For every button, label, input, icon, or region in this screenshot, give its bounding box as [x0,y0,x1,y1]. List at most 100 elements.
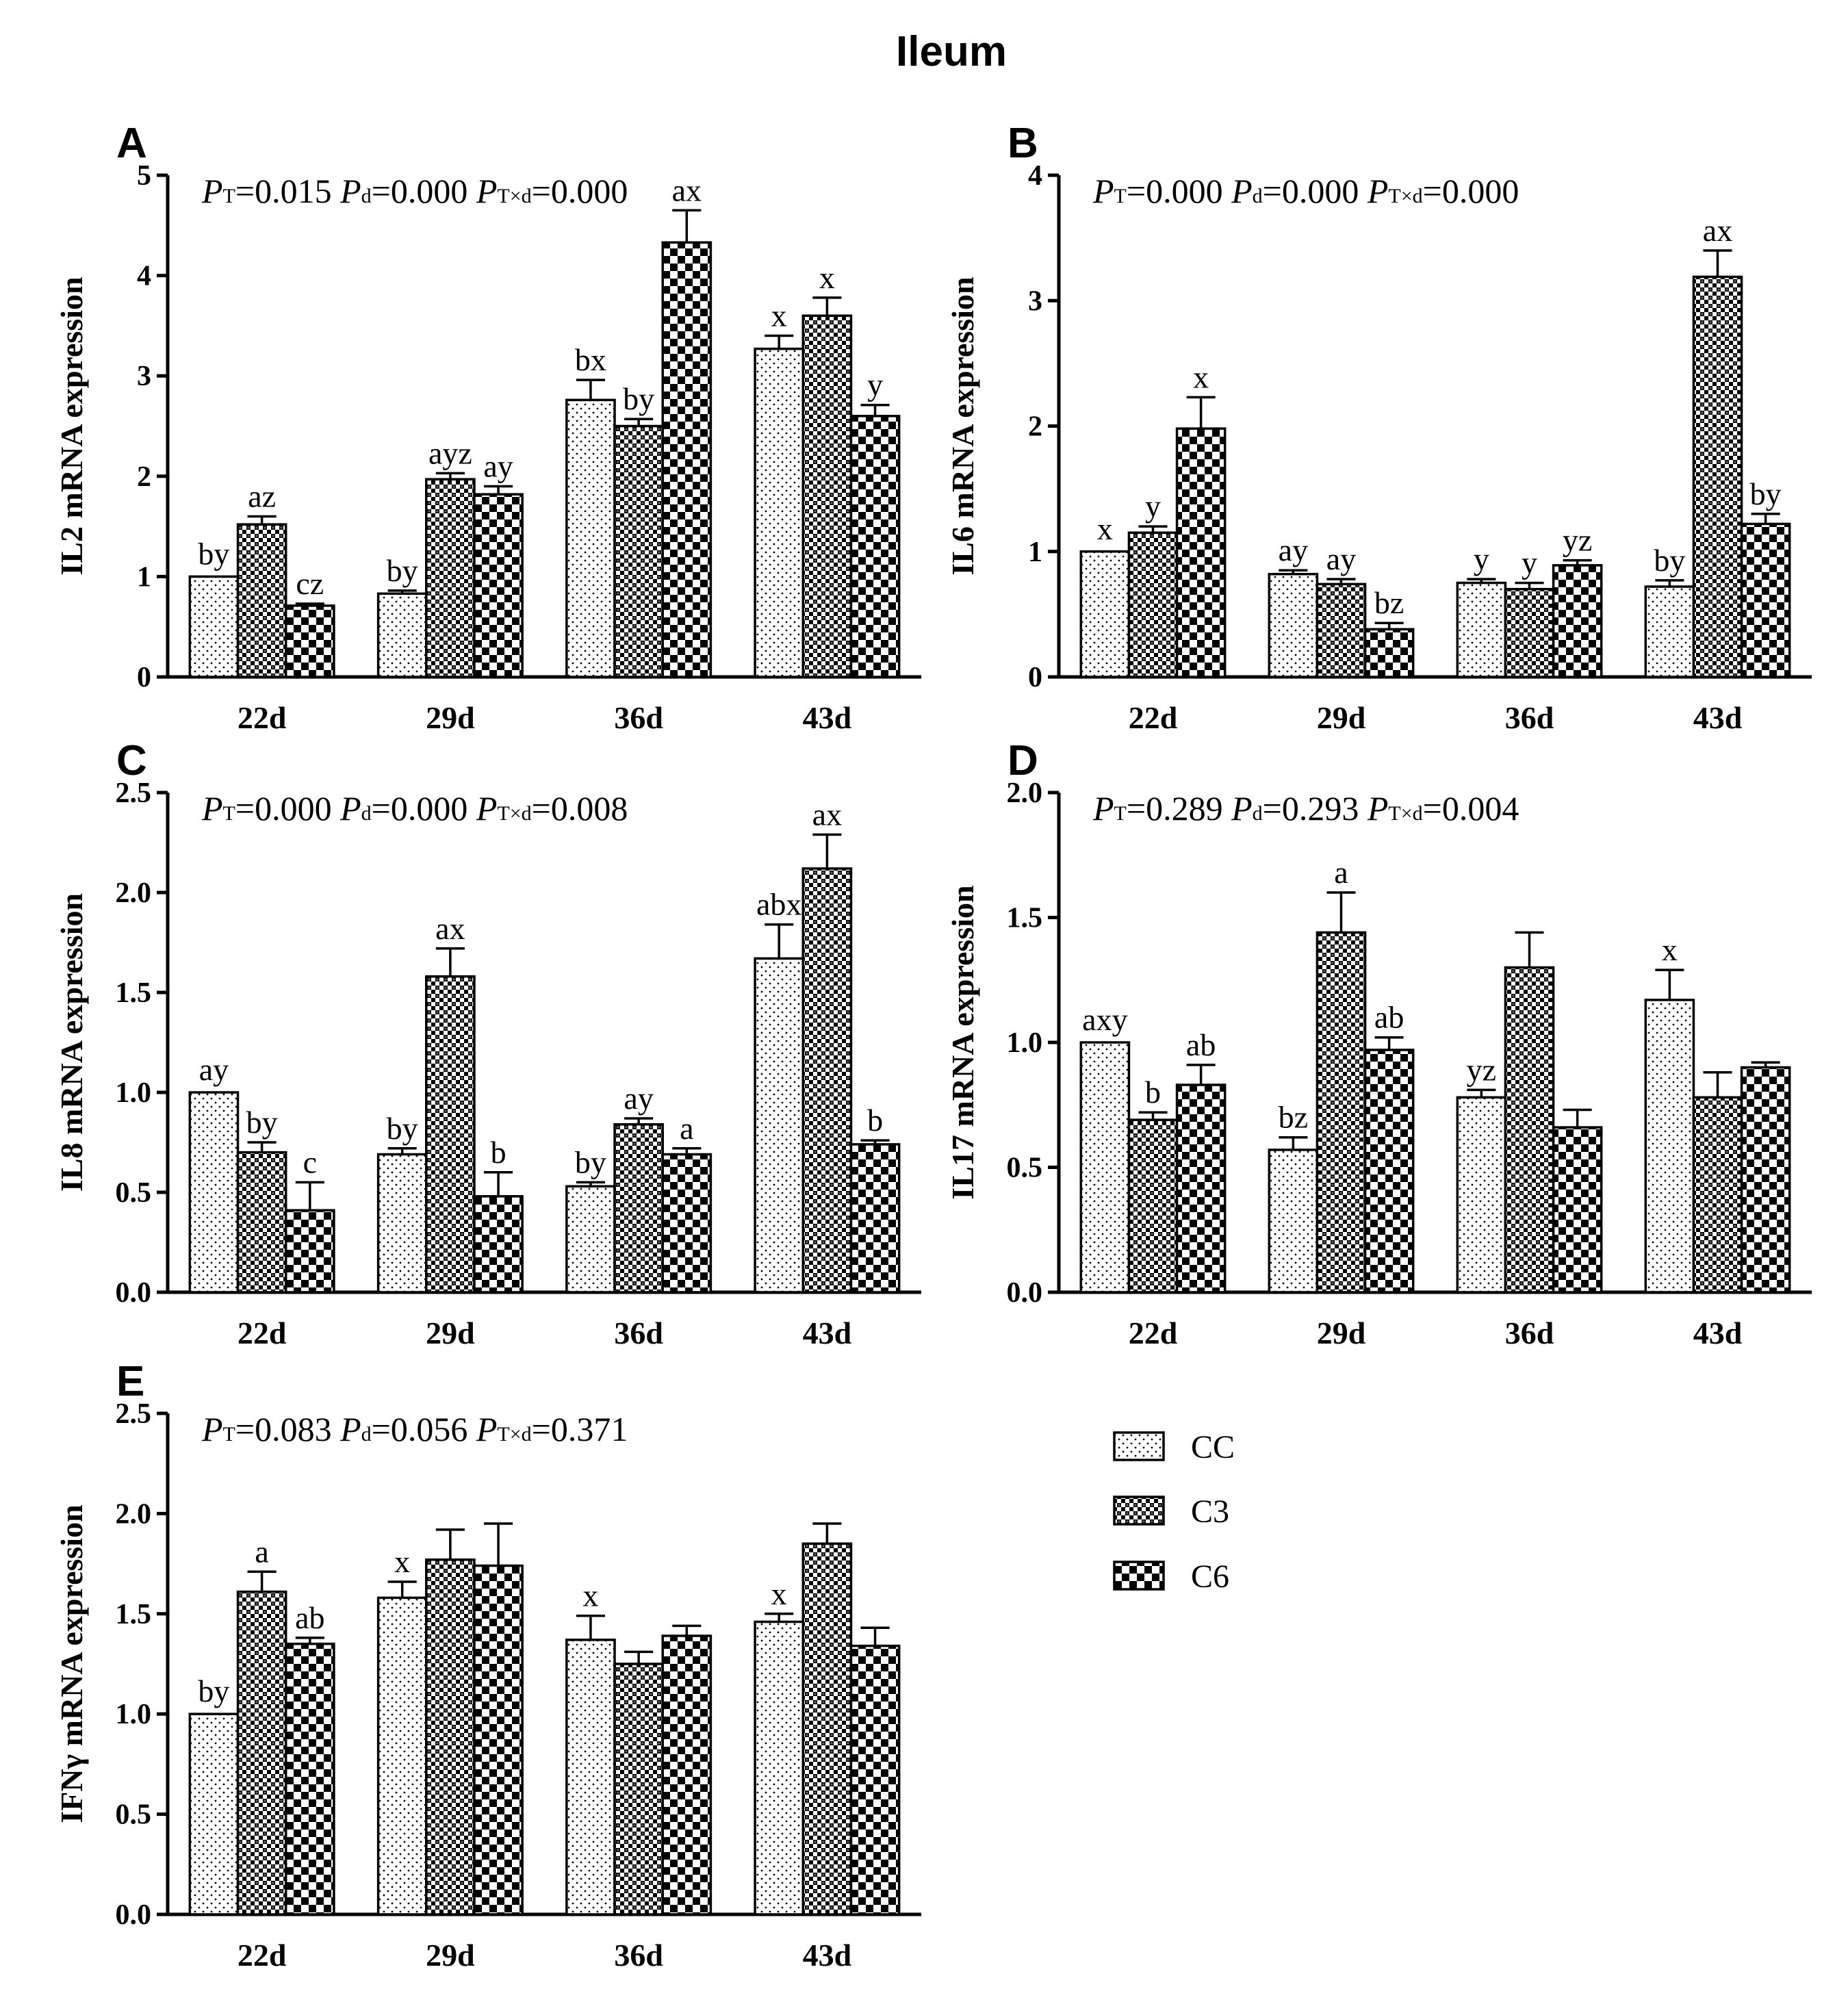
bar-a-c3-29d [425,478,476,678]
data-label-c: by [575,1144,606,1179]
bar-e-c3-22d [236,1590,287,1916]
panel-d: D PT=0.289 Pd=0.293 PT×d=0.004 0.0 0.5 1.0 1.… [945,737,1812,1350]
stats-line-e: PT=0.083 Pd=0.056 PT×d=0.371 [201,1410,628,1448]
data-label-a: bx [575,342,606,377]
data-label-b: x [1097,511,1113,546]
bar-b-c3-36d [1504,587,1555,678]
data-label-d: yz [1467,1052,1496,1087]
panel-label-b: B [1008,120,1038,167]
x-tick-label-b: 29d [1317,700,1366,735]
y-tick-label-d: 2.0 [1007,778,1043,809]
bar-d-c3-22d [1127,1118,1179,1294]
y-tick-label-d: 1.0 [1007,1027,1043,1059]
panel-label-a: A [116,120,147,167]
data-label-b: yz [1563,523,1592,558]
bar-c-c3-36d [613,1122,664,1294]
panel-b: B PT=0.000 Pd=0.000 PT×d=0.000 0 1 2 3 4 IL6 mR… [945,120,1812,735]
y-tick-label-a: 4 [137,261,151,292]
data-label-c: abx [756,887,801,922]
data-label-c: b [491,1135,506,1170]
bar-a-c6-43d [849,415,901,678]
x-tick-label-a: 29d [426,700,475,735]
data-label-a: by [198,536,229,571]
bar-e-c3-29d [425,1558,476,1916]
y-axis-label-b: IL6 mRNA expression [945,277,980,575]
bar-c-cc-43d [754,957,805,1294]
y-tick-label-d: 1.5 [1007,903,1043,934]
bar-b-cc-36d [1456,581,1507,678]
y-axis-label-d: IL17 mRNA expression [945,885,980,1199]
data-label-d: a [1334,855,1348,890]
legend-label-c3: C3 [1191,1493,1229,1530]
data-label-d: ab [1374,1000,1404,1035]
y-tick-label-b: 1 [1028,537,1042,568]
bar-b-c6-36d [1552,564,1603,678]
data-label-a: y [867,368,883,402]
data-label-d: b [1145,1075,1161,1109]
stats-line-a: PT=0.015 Pd=0.000 PT×d=0.000 [201,172,628,210]
bar-e-c3-36d [613,1663,664,1916]
bar-a-c3-36d [613,424,664,678]
x-tick-label-d: 36d [1505,1316,1554,1350]
y-tick-label-b: 2 [1028,411,1042,443]
data-label-b: ax [1703,213,1732,248]
stats-line-c: PT=0.000 Pd=0.000 PT×d=0.008 [201,789,628,827]
x-tick-label-c: 22d [238,1316,287,1350]
panel-label-e: E [116,1358,144,1405]
data-label-a: az [248,478,276,513]
data-label-e: x [394,1544,410,1579]
legend-item-c6: C6 [1113,1558,1229,1595]
bar-b-c3-22d [1127,531,1179,678]
y-axis-label-c: IL8 mRNA expression [54,893,89,1192]
bar-d-cc-43d [1644,999,1695,1294]
x-tick-label-a: 36d [614,700,663,735]
x-tick-label-b: 43d [1693,700,1743,735]
bar-a-c6-22d [284,604,335,678]
data-label-c: c [303,1144,317,1179]
y-tick-label-a: 0 [137,662,151,693]
data-label-c: by [387,1111,418,1146]
bar-a-cc-22d [188,575,240,678]
bar-c-c6-43d [849,1143,901,1294]
data-label-c: b [867,1103,883,1138]
x-tick-label-d: 43d [1693,1316,1743,1350]
y-tick-label-a: 5 [137,160,151,192]
bar-e-cc-22d [188,1712,240,1916]
data-label-b: x [1193,359,1209,394]
bar-b-c6-29d [1363,628,1415,678]
data-label-e: x [582,1578,598,1613]
legend-item-cc: CC [1113,1429,1235,1465]
x-tick-label-a: 22d [238,700,287,735]
data-label-b: y [1522,546,1537,580]
data-label-d: x [1662,932,1678,967]
data-label-e: ab [295,1600,324,1635]
y-tick-label-e: 0.5 [116,1799,152,1831]
bar-d-c6-36d [1552,1126,1603,1294]
y-tick-label-b: 0 [1028,662,1042,693]
data-label-c: ax [812,797,842,832]
y-tick-label-e: 1.5 [116,1599,152,1630]
bar-b-c3-43d [1692,275,1743,678]
bar-e-c6-29d [473,1564,524,1916]
panel-a: A PT=0.015 Pd=0.000 PT×d=0.000 0 1 2 3 4 5 IL2 m… [54,120,921,735]
y-tick-label-e: 1.0 [116,1699,152,1730]
x-tick-label-d: 29d [1317,1316,1366,1350]
y-tick-label-a: 3 [137,361,151,392]
bar-e-c3-43d [801,1542,853,1916]
y-tick-label-e: 2.5 [116,1398,152,1430]
panel-label-d: D [1008,737,1038,784]
y-tick-label-c: 0.5 [116,1177,152,1209]
bar-b-cc-22d [1079,550,1131,678]
bar-a-c3-43d [801,314,853,678]
data-label-a: ax [672,172,702,207]
bar-e-c6-36d [661,1634,713,1916]
x-tick-label-d: 22d [1129,1316,1178,1350]
legend-swatch-c3 [1113,1496,1165,1526]
y-axis-label-a: IL2 mRNA expression [54,277,89,575]
bar-e-cc-36d [565,1639,616,1916]
bar-a-c6-29d [473,493,524,678]
data-label-a: x [771,298,787,333]
x-tick-label-c: 36d [614,1316,663,1350]
y-tick-label-a: 1 [137,561,151,593]
